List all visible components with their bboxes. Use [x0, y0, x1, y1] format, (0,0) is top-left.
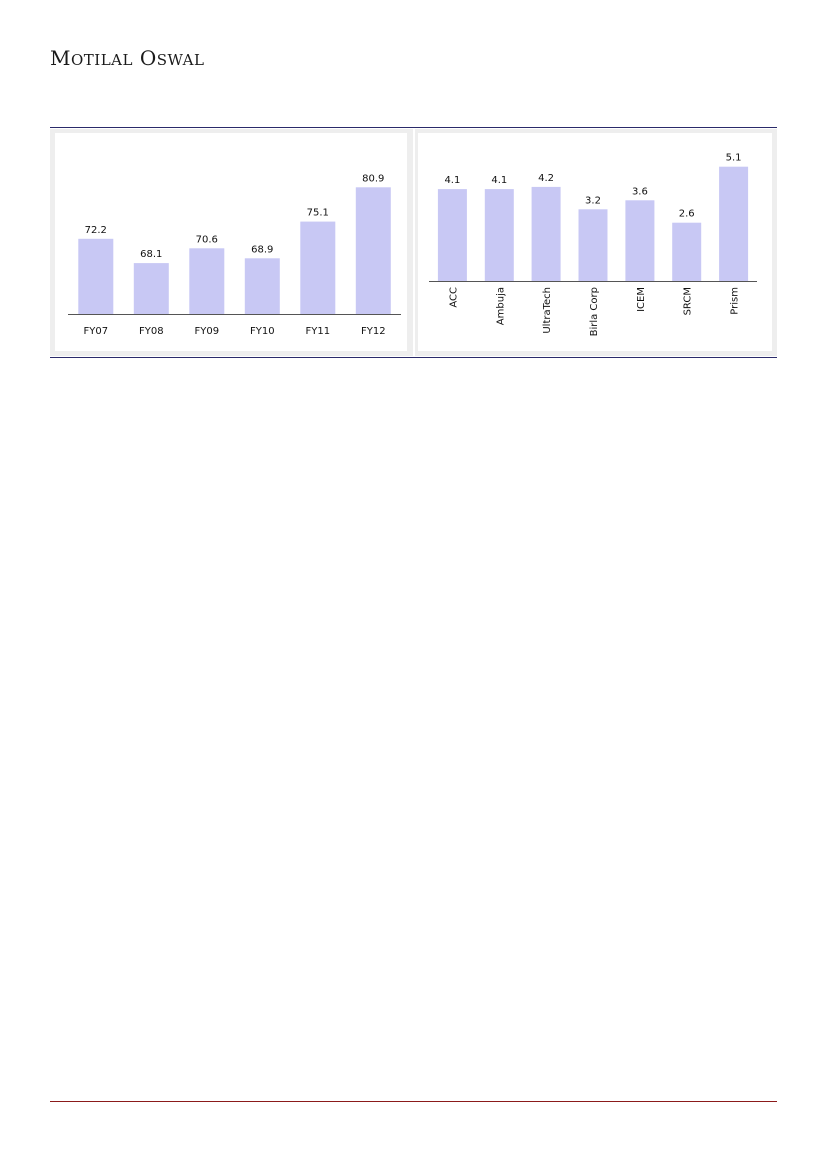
tick-label: Ambuja — [495, 287, 506, 325]
tick-label: ACC — [448, 287, 459, 308]
tick-label: Prism — [730, 287, 741, 315]
bar-prism — [719, 166, 749, 281]
bar-fy07 — [78, 238, 114, 314]
data-label: 3.6 — [632, 186, 648, 197]
data-label: 2.6 — [679, 209, 695, 220]
tick-label: FY09 — [195, 326, 220, 337]
tick-label: SRCM — [683, 287, 694, 315]
bar-srcm — [672, 222, 702, 281]
bar-chart-left: 72.2 FY07 68.1 FY08 70.6 FY09 68.9 FY10 75.1 FY11… — [55, 133, 407, 351]
data-label: 75.1 — [307, 208, 329, 219]
bar-icem — [625, 200, 655, 281]
top-rule — [50, 127, 777, 128]
tick-label: UltraTech — [542, 287, 553, 334]
tick-label: FY08 — [139, 326, 164, 337]
bar-fy08 — [133, 263, 169, 314]
data-label: 4.1 — [491, 175, 507, 186]
data-label: 3.2 — [585, 195, 601, 206]
tick-label: FY12 — [361, 326, 386, 337]
data-label: 80.9 — [362, 173, 384, 184]
bar-ambuja — [484, 189, 514, 281]
bar-acc — [437, 189, 467, 281]
data-label: 68.1 — [140, 249, 162, 260]
tick-label: Birla Corp — [589, 287, 600, 336]
bar-chart-right: 4.1 ACC 4.1 Ambuja 4.2 UltraTech 3.2 Birla Corp… — [418, 133, 772, 351]
tick-label: FY10 — [250, 326, 275, 337]
bar-fy12 — [355, 187, 391, 314]
chart-panel-right: 4.1 ACC 4.1 Ambuja 4.2 UltraTech 3.2 Birla Corp… — [415, 129, 777, 356]
tick-label: ICEM — [636, 287, 647, 312]
bar-fy09 — [189, 248, 225, 314]
bar-fy11 — [300, 221, 336, 314]
brand-logo: MOTILAL OSWAL — [50, 46, 205, 70]
bar-fy10 — [244, 258, 280, 314]
bar-ultratech — [531, 186, 561, 281]
data-label: 5.1 — [726, 153, 742, 164]
data-label: 68.9 — [251, 244, 273, 255]
data-label: 4.2 — [538, 173, 554, 184]
data-label: 4.1 — [444, 175, 460, 186]
data-label: 70.6 — [196, 234, 218, 245]
chart-panel-left: 72.2 FY07 68.1 FY08 70.6 FY09 68.9 FY10 75.1 FY11… — [50, 129, 413, 356]
tick-label: FY11 — [306, 326, 331, 337]
data-label: 72.2 — [85, 225, 107, 236]
charts-bottom-rule — [50, 357, 777, 358]
tick-label: FY07 — [84, 326, 109, 337]
footer-rule — [50, 1101, 777, 1102]
bar-birla-corp — [578, 209, 608, 281]
